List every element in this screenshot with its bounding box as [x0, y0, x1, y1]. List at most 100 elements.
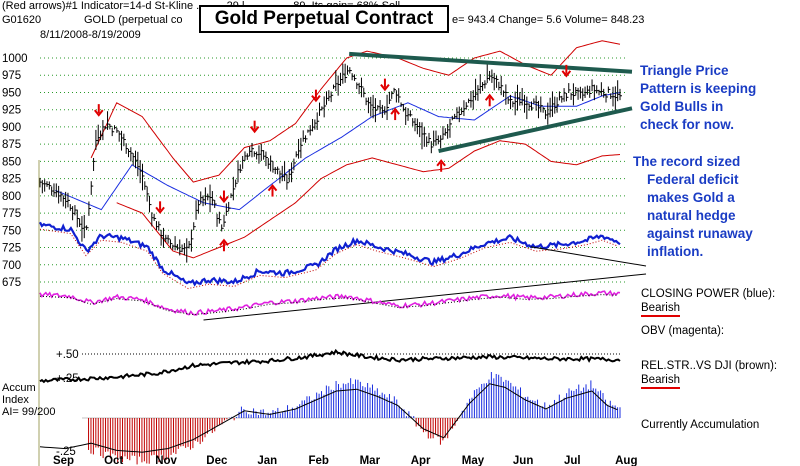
- x-month-label: Sep: [53, 455, 74, 466]
- signal-arrows: [93, 64, 572, 252]
- arrow-head: [561, 70, 572, 78]
- obv-label: OBV (magenta):: [641, 325, 725, 337]
- closing-power-label: CLOSING POWER (blue):: [641, 288, 776, 300]
- x-month-label: Jul: [564, 455, 581, 466]
- x-month-label: Jun: [513, 455, 533, 466]
- y-tick-label: 875: [2, 139, 21, 151]
- annotation-line: Gold Bulls in: [640, 99, 724, 114]
- triangle-annotation: Triangle Price Pattern is keeping Gold B…: [640, 62, 756, 134]
- arrow-head: [219, 195, 229, 204]
- chart-title: Gold Perpetual Contract: [199, 5, 449, 33]
- y-tick-label: 725: [2, 243, 21, 255]
- y-tick-label: 700: [2, 260, 21, 272]
- y-tick-label: 750: [2, 225, 21, 237]
- sell-arrow: [249, 120, 260, 134]
- accum-tick: -.25: [56, 446, 76, 458]
- ma-line: [55, 92, 621, 211]
- arrow-head: [484, 93, 495, 101]
- date-range: 8/11/2008-8/19/2009: [40, 29, 141, 41]
- x-month-label: Oct: [104, 455, 123, 466]
- bollinger-bands: [90, 40, 621, 259]
- resistance-trendline: [349, 51, 633, 74]
- y-tick-label: 825: [2, 174, 21, 186]
- arrow-head: [155, 206, 165, 214]
- rel-str-tick: +.50: [56, 349, 79, 361]
- buy-arrow: [484, 93, 495, 107]
- closing-power-status: Bearish: [641, 302, 680, 317]
- annotation-line: against runaway: [647, 226, 753, 241]
- arrow-head: [267, 183, 278, 192]
- closing-power-line: [39, 221, 621, 287]
- annotation-line: makes Gold a: [647, 190, 735, 205]
- annotation-line: Pattern is keeping: [640, 81, 757, 96]
- rel-str-line: [39, 348, 621, 384]
- support-trendline: [438, 106, 633, 153]
- y-tick-label: 800: [2, 191, 21, 203]
- price-bars: [39, 63, 622, 263]
- y-tick-label: 925: [2, 105, 21, 117]
- lower-band: [116, 140, 621, 259]
- sell-arrow: [380, 78, 390, 92]
- rel-str-label: REL.STR..VS DJI (brown):: [641, 360, 778, 372]
- sell-arrow: [219, 190, 229, 204]
- accum-title: Accum: [2, 382, 36, 394]
- x-axis-labels: Sep Oct Nov Dec Jan Feb Mar Apr May Jun Jul Aug: [53, 455, 637, 466]
- y-tick-label: 675: [2, 277, 21, 289]
- y-tick-label: 950: [2, 87, 21, 99]
- x-month-label: Nov: [155, 455, 177, 466]
- triangle-trendlines: [349, 51, 633, 153]
- x-month-label: Aug: [615, 455, 637, 466]
- instrument-name: GOLD (perpetual co: [84, 14, 183, 26]
- cp-trendline-upper: [530, 246, 647, 267]
- sell-arrow: [155, 201, 165, 214]
- x-month-label: May: [462, 455, 485, 466]
- arrow-head: [390, 107, 400, 115]
- x-month-label: Dec: [206, 455, 228, 466]
- annotation-line: check for now.: [640, 117, 735, 132]
- arrow-head: [380, 84, 390, 92]
- rel-str-panel: +.50+.25: [39, 348, 621, 385]
- annotation-line: The record sized: [633, 154, 741, 169]
- sell-arrow: [93, 104, 104, 117]
- arrow-head: [436, 159, 446, 167]
- accumulation-label: Currently Accumulation: [641, 419, 760, 431]
- arrow-head: [249, 126, 260, 134]
- accum-title: AI= 99/200: [2, 406, 56, 418]
- sell-arrow: [311, 89, 321, 103]
- accumulation-panel: -.25: [39, 372, 621, 465]
- y-tick-label: 775: [2, 208, 21, 220]
- rel-str-status: Bearish: [641, 374, 680, 389]
- y-tick-label: 850: [2, 156, 21, 168]
- y-tick-label: 900: [2, 122, 21, 134]
- arrow-head: [311, 95, 321, 103]
- buy-arrow: [219, 238, 229, 252]
- buy-arrow: [390, 107, 400, 121]
- x-month-label: Mar: [360, 455, 381, 466]
- arrow-head: [93, 109, 104, 117]
- moving-average: [55, 92, 621, 211]
- x-month-label: Jan: [257, 455, 277, 466]
- annotation-line: natural hedge: [647, 208, 736, 223]
- annotation-line: inflation.: [647, 244, 704, 259]
- annotation-line: Federal deficit: [647, 172, 739, 187]
- buy-arrow: [267, 183, 278, 197]
- x-month-label: Apr: [411, 455, 431, 466]
- y-tick-label: 975: [2, 70, 21, 82]
- quote-line: e= 943.4 Change= 5.6 Volume= 848.23: [452, 14, 645, 26]
- annotation-line: Triangle Price: [640, 63, 729, 78]
- cp-trendline-lower: [203, 273, 647, 321]
- x-month-label: Feb: [309, 455, 329, 466]
- closing-power-panel: [39, 221, 647, 321]
- obv-line: [39, 289, 621, 316]
- buy-arrow: [436, 159, 446, 172]
- accum-ma: [39, 383, 618, 453]
- accum-title: Index: [2, 394, 29, 406]
- y-tick-labels: 1000 975 950 925 900 875 850 825 800 775 750 725 700…: [2, 53, 28, 289]
- deficit-annotation: The record sized Federal deficit makes G…: [631, 153, 753, 261]
- obv-panel: [39, 289, 621, 316]
- sell-arrow: [561, 64, 572, 78]
- arrow-head: [219, 238, 229, 246]
- symbol-label: G01620: [2, 14, 42, 26]
- y-tick-label: 1000: [2, 53, 28, 65]
